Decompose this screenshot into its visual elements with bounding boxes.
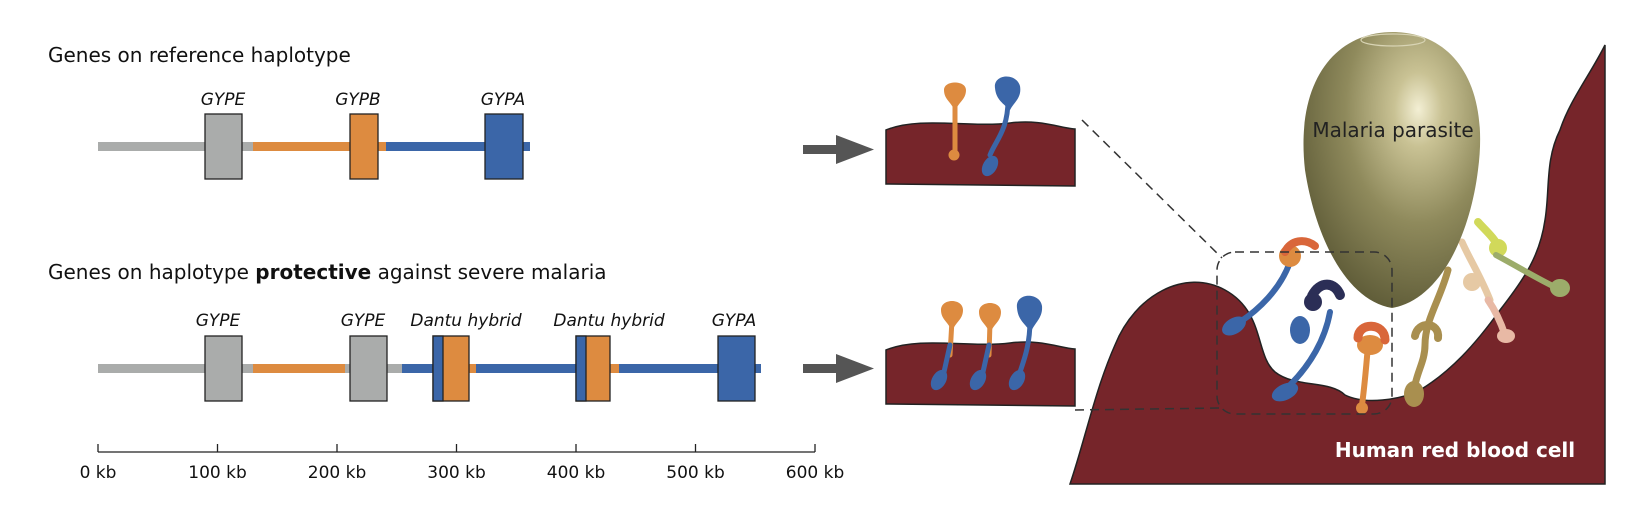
gene-box-gypa [484, 113, 524, 180]
axis-tick-label: 200 kb [308, 463, 367, 483]
heading-emphasis: protective [255, 260, 372, 284]
gene-label-gype: GYPE [341, 311, 386, 331]
receptor-gypa-blue [1222, 237, 1319, 336]
track-segment-orange [253, 142, 386, 151]
zoom-connector-top [1081, 119, 1223, 259]
gene-box-gype [204, 335, 243, 402]
parasite-label: Malaria parasite [1312, 118, 1473, 142]
gene-box-gype [204, 113, 243, 180]
gene-label-gype: GYPE [196, 311, 241, 331]
receptor-cluster [1222, 218, 1570, 414]
axis-tick-label: 600 kb [786, 463, 845, 483]
arrow-bottom [803, 354, 874, 383]
zoom-inset [1074, 119, 1393, 415]
protective-haplotype-track: GYPE GYPE Dantu hybrid Dantu hybrid GYPA [98, 311, 761, 402]
axis-tick-label: 500 kb [666, 463, 725, 483]
track-segment-orange [609, 364, 619, 373]
axis-tick-label: 400 kb [547, 463, 606, 483]
zoom-connector-bottom [1074, 407, 1223, 411]
heading-prefix: Genes on haplotype [48, 260, 256, 284]
receptor-gypa-blue [1008, 295, 1043, 391]
receptor-olive [1404, 266, 1452, 407]
axis-tick-label: 0 kb [80, 463, 117, 483]
gene-box-gypb [349, 113, 379, 180]
gene-box-dantu-hybrid [575, 335, 611, 402]
kb-axis: 0 kb 100 kb 200 kb 300 kb 400 kb 500 kb 600 kb [80, 444, 845, 483]
receptor-dantu-hybrid [930, 301, 963, 391]
receptor-navy [1271, 279, 1345, 402]
gene-label-gypa: GYPA [712, 311, 757, 331]
gene-label-gype: GYPE [201, 90, 246, 110]
receptor-dantu-hybrid [969, 303, 1001, 391]
track-segment-orange [466, 364, 476, 373]
gene-label-dantu-hybrid: Dantu hybrid [553, 311, 664, 331]
track-segment-grey [98, 364, 253, 373]
parasite-apex [1360, 33, 1426, 47]
membrane-patch-reference [885, 76, 1076, 187]
gene-label-gypb: GYPB [335, 90, 380, 110]
axis-tick-label: 300 kb [427, 463, 486, 483]
track-segment-orange [253, 364, 345, 373]
receptor-gypa-blue [981, 76, 1021, 177]
track-segment-grey [98, 142, 253, 151]
gene-box-gype [349, 335, 388, 402]
malaria-parasite: Malaria parasite [1303, 32, 1481, 308]
receptor-dantu-hybrid [1353, 321, 1390, 414]
receptor-green [1474, 218, 1570, 297]
axis-tick-label: 100 kb [188, 463, 247, 483]
reference-haplotype-track: GYPE GYPB GYPA [98, 90, 530, 180]
red-blood-cell [1068, 44, 1606, 485]
gene-label-dantu-hybrid: Dantu hybrid [410, 311, 521, 331]
gene-box-dantu-hybrid [432, 335, 470, 402]
gene-label-gypa: GYPA [481, 90, 526, 110]
gene-box-gypa [717, 335, 756, 402]
heading-suffix: against severe malaria [371, 260, 607, 284]
membrane-patch-protective [885, 295, 1076, 407]
receptor-gypb-orange [944, 82, 966, 161]
cell-label: Human red blood cell [1335, 438, 1575, 462]
arrow-top [803, 135, 874, 164]
protective-haplotype-heading: Genes on haplotype protective against se… [48, 260, 607, 284]
reference-haplotype-heading: Genes on reference haplotype [48, 43, 351, 67]
receptor-beige [1458, 238, 1515, 343]
track-segment-blue [386, 142, 530, 151]
